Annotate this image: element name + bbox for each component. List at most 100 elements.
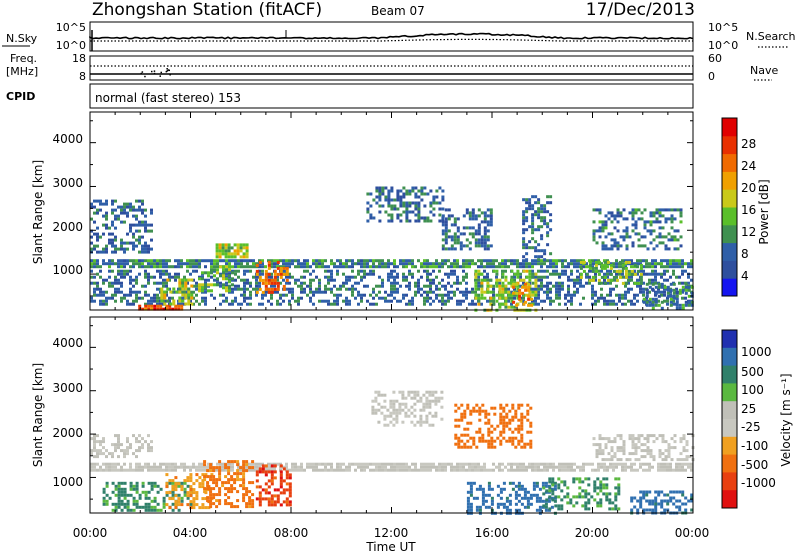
velocity-echo-cell — [570, 462, 573, 466]
power-echo-cell — [396, 207, 400, 211]
power-echo-cell — [255, 263, 259, 267]
power-echo-cell — [108, 284, 111, 288]
velocity-echo-cell — [675, 468, 678, 472]
power-echo-cell — [592, 208, 596, 212]
power-echo-cell — [396, 213, 400, 217]
power-echo-cell — [243, 284, 246, 288]
velocity-echo-cell — [483, 462, 486, 466]
velocity-echo-cell — [590, 495, 594, 499]
power-echo-cell — [366, 210, 370, 214]
power-echo-cell — [227, 252, 231, 256]
power-echo-cell — [576, 287, 579, 291]
power-echo-cell — [576, 275, 579, 279]
velocity-echo-cell — [532, 481, 536, 485]
velocity-echo-cell — [481, 496, 485, 500]
velocity-echo-cell — [517, 403, 521, 407]
velocity-echo-cell — [312, 465, 315, 469]
power-echo-cell — [165, 259, 168, 263]
velocity-echo-cell — [255, 470, 259, 474]
power-echo-cell — [510, 293, 514, 297]
velocity-echo-cell — [523, 490, 527, 494]
power-echo-cell — [114, 290, 117, 294]
power-echo-cell — [360, 262, 363, 266]
power-echo-cell — [165, 284, 168, 288]
power-echo-cell — [162, 278, 165, 282]
power-echo-cell — [378, 192, 382, 196]
power-echo-cell — [153, 296, 156, 300]
power-echo-cell — [631, 241, 635, 245]
velocity-echo-cell — [526, 430, 530, 434]
velocity-echo-cell — [156, 484, 160, 488]
velocity-echo-cell — [276, 497, 280, 501]
velocity-echo-cell — [678, 462, 681, 466]
power-echo-cell — [465, 211, 469, 215]
power-echo-cell — [504, 302, 508, 306]
power-echo-cell — [135, 290, 138, 294]
cpid-panel — [89, 83, 694, 109]
power-echo-cell — [609, 290, 612, 294]
velocity-echo-cell — [648, 490, 652, 494]
power-echo-cell — [270, 272, 273, 276]
power-echo-cell — [187, 296, 191, 300]
power-echo-cell — [303, 290, 306, 294]
power-echo-cell — [441, 220, 445, 224]
velocity-echo-cell — [392, 399, 396, 403]
power-echo-cell — [168, 272, 171, 276]
power-echo-cell — [141, 202, 144, 206]
power-echo-cell — [579, 281, 582, 285]
power-echo-cell — [501, 296, 505, 300]
power-echo-cell — [405, 201, 409, 205]
power-echo-cell — [309, 272, 312, 276]
power-echo-cell — [540, 210, 544, 214]
velocity-echo-cell — [639, 490, 643, 494]
power-echo-cell — [486, 275, 489, 279]
power-echo-cell — [663, 278, 666, 282]
power-echo-cell — [588, 281, 591, 285]
power-echo-cell — [504, 290, 508, 294]
velocity-echo-cell — [156, 465, 159, 469]
velocity-echo-cell — [387, 468, 390, 472]
velocity-echo-cell — [209, 502, 213, 506]
power-echo-cell — [531, 290, 535, 294]
power-echo-cell — [654, 303, 658, 307]
velocity-echo-cell — [544, 508, 548, 512]
velocity-echo-cell — [186, 465, 189, 469]
velocity-echo-cell — [613, 455, 617, 459]
velocity-echo-cell — [105, 455, 108, 459]
power-echo-cell — [618, 265, 621, 269]
power-echo-cell — [318, 287, 321, 291]
velocity-echo-cell — [297, 465, 300, 469]
velocity-echo-cell — [141, 446, 144, 450]
velocity-echo-cell — [690, 468, 693, 472]
power-echo-cell — [669, 262, 672, 266]
power-echo-cell — [90, 202, 93, 206]
power-echo-cell — [435, 284, 438, 288]
power-echo-cell — [444, 259, 447, 263]
power-echo-cell — [447, 275, 450, 279]
power-echo-cell — [690, 285, 694, 289]
power-echo-cell — [282, 266, 286, 270]
velocity-echo-cell — [587, 477, 591, 481]
power-echo-cell — [246, 265, 249, 269]
velocity-echo-cell — [224, 463, 228, 467]
power-panel-frame — [89, 111, 694, 311]
power-echo-cell — [255, 281, 258, 285]
power-echo-cell — [405, 278, 408, 282]
velocity-echo-cell — [654, 499, 658, 503]
power-echo-cell — [381, 189, 385, 193]
power-echo-cell — [420, 216, 424, 220]
power-echo-cell — [441, 232, 445, 236]
velocity-echo-cell — [378, 465, 381, 469]
velocity-echo-cell — [499, 490, 503, 494]
power-echo-cell — [96, 211, 99, 215]
power-echo-cell — [414, 195, 418, 199]
power-echo-cell — [399, 189, 403, 193]
power-echo-cell — [555, 265, 558, 269]
velocity-echo-cell — [120, 508, 124, 512]
power-echo-cell — [255, 290, 259, 294]
power-echo-cell — [393, 269, 396, 273]
velocity-echo-cell — [505, 505, 509, 509]
power-echo-cell — [645, 296, 648, 300]
power-echo-cell — [486, 287, 490, 291]
velocity-echo-cell — [681, 465, 684, 469]
